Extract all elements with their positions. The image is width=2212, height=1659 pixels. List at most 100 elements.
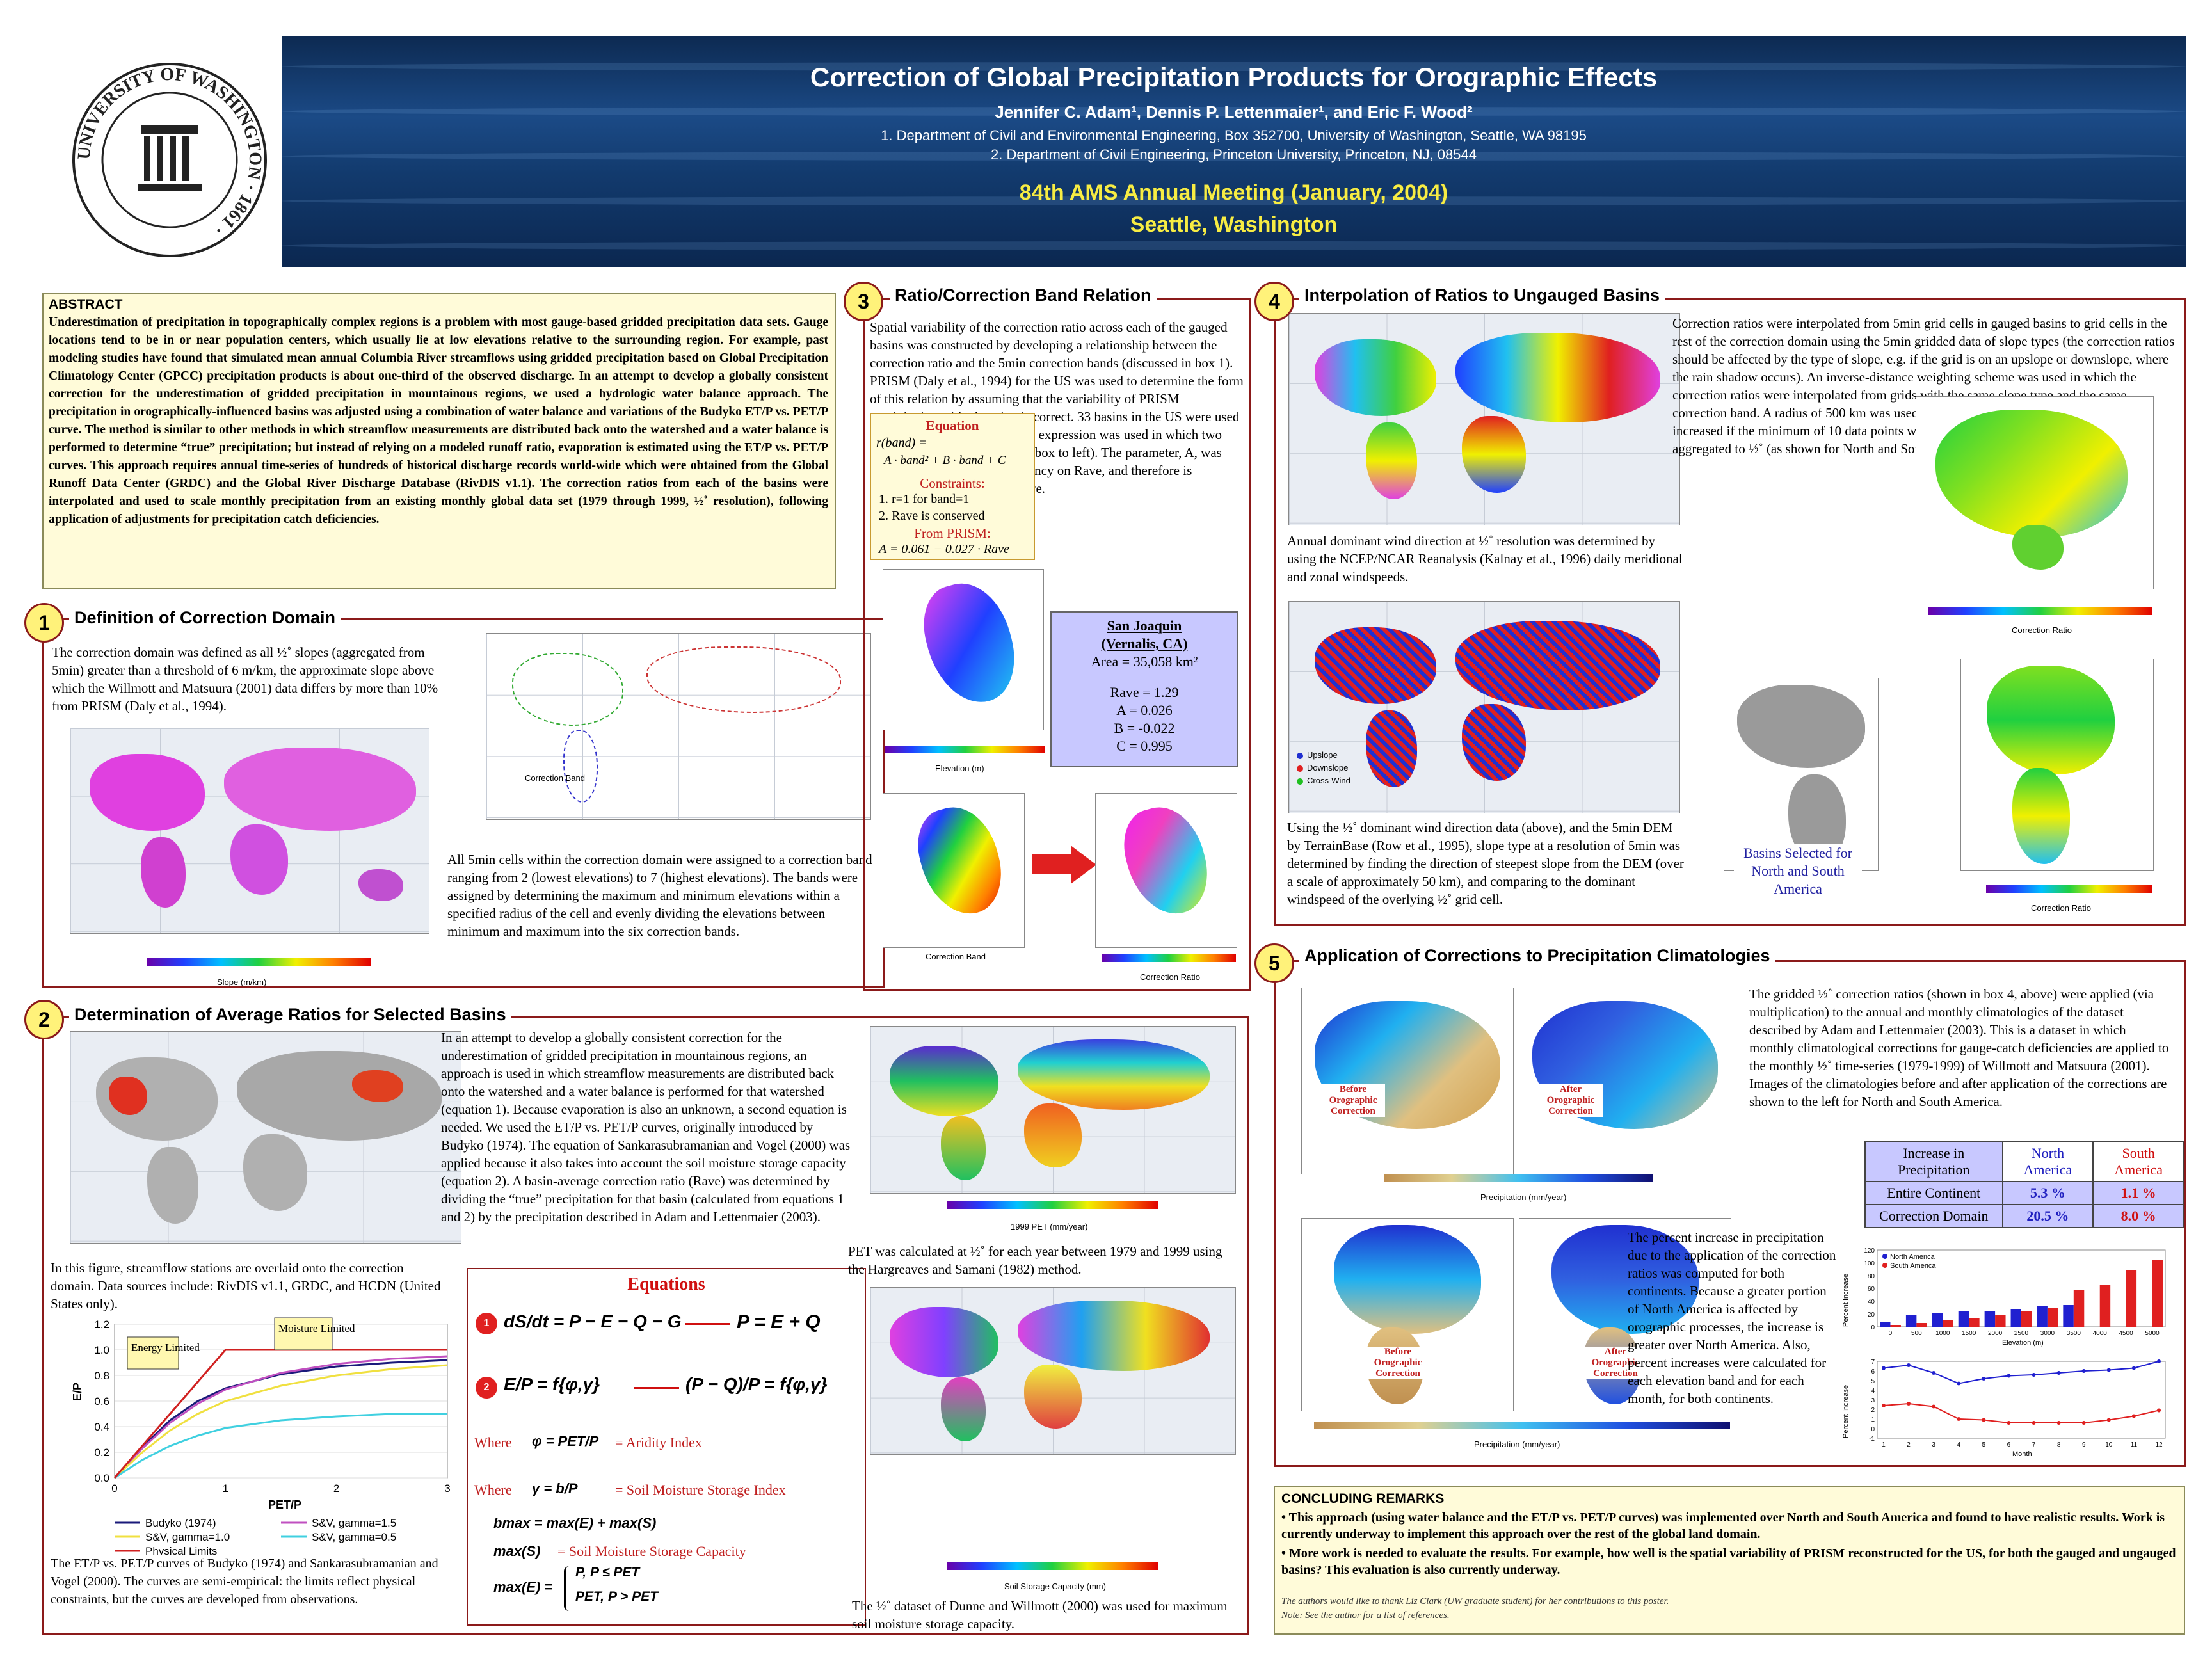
legend-crosswind: Cross-Wind <box>1307 776 1350 785</box>
band-colorbar-label: Correction Band <box>926 952 986 961</box>
x-tick-label: 12 <box>2155 1441 2163 1448</box>
equations-box: Equations 1 dS/dt = P − E − Q − G P = E … <box>467 1268 866 1626</box>
series-line <box>114 1413 447 1479</box>
y-tick-label: 1.2 <box>94 1318 109 1331</box>
equation-2-number: 2 <box>476 1377 497 1399</box>
maxe-brace <box>564 1566 572 1611</box>
selected-basins-map <box>1724 678 1879 871</box>
poster-title: Correction of Global Precipitation Produ… <box>810 62 1658 92</box>
san-joaquin-b: B = -0.022 <box>1114 720 1175 736</box>
bar <box>2021 1311 2032 1327</box>
data-point <box>2007 1421 2011 1425</box>
na-after-map: After Orographic Correction <box>1519 988 1731 1174</box>
data-point <box>1882 1404 1886 1407</box>
y-tick-label: 0 <box>1871 1426 1875 1433</box>
section-1-text-1: The correction domain was defined as all… <box>52 645 438 714</box>
section-5-box: Before Orographic Correction After Orogr… <box>1274 960 2186 1467</box>
section-4-title: Interpolation of Ratios to Ungauged Basi… <box>1299 285 1665 305</box>
equation-1-left: dS/dt = P − E − Q − G <box>504 1311 682 1331</box>
prism-equation: A = 0.061 − 0.027 · Rave <box>879 542 1009 556</box>
x-axis-label: Elevation (m) <box>2002 1339 2044 1347</box>
prism-title: From PRISM: <box>914 525 991 541</box>
elevation-map <box>883 569 1044 730</box>
energy-limited-label: Energy Limited <box>131 1342 200 1354</box>
data-point <box>2106 1368 2111 1372</box>
etp-curve-caption: The ET/P vs. PET/P curves of Budyko (197… <box>51 1557 438 1607</box>
table-header-label: Increase in Precipitation <box>1864 1141 2003 1182</box>
crosswind-marker <box>1297 778 1303 785</box>
x-tick-label: 2 <box>1907 1441 1911 1448</box>
x-tick-label: 2 <box>333 1482 339 1495</box>
y-axis-label: E/P <box>71 1382 84 1401</box>
x-axis-label: Month <box>2012 1450 2032 1458</box>
data-point <box>2157 1408 2161 1413</box>
ratio-colorbar <box>1102 954 1236 962</box>
gamma-definition: γ = b/P <box>532 1480 578 1496</box>
table-cell: 1.1 % <box>2092 1181 2184 1205</box>
data-point <box>2007 1374 2011 1378</box>
table-cell: 5.3 % <box>2001 1181 2094 1205</box>
table-header-sa: South America <box>2092 1141 2184 1182</box>
bar <box>1958 1311 1969 1327</box>
section-3-number: 3 <box>844 282 883 321</box>
y-tick-label: 6 <box>1871 1368 1875 1375</box>
y-tick-label: 0.8 <box>94 1370 109 1382</box>
soil-colorbar <box>947 1562 1158 1570</box>
x-tick-label: 6 <box>2007 1441 2011 1448</box>
bar <box>1880 1322 1891 1327</box>
section-2-box: In an attempt to develop a globally cons… <box>42 1016 1249 1635</box>
pet-map <box>870 1026 1236 1194</box>
bar <box>1969 1318 1980 1327</box>
elevation-increase-chart: 0 20 40 60 80 100 120 0 500 1000 1500 2000 2500 3000 3… <box>1842 1247 2166 1347</box>
y-tick-label: 120 <box>1864 1247 1875 1254</box>
table-row-label: Entire Continent <box>1864 1181 2003 1205</box>
x-tick-label: 3 <box>444 1482 450 1495</box>
na-before-map: Before Orographic Correction <box>1301 988 1514 1174</box>
references-note: Note: See the author for a list of refer… <box>1281 1610 1450 1621</box>
x-tick-label: 0 <box>111 1482 117 1495</box>
equation-2-arrow <box>634 1387 679 1389</box>
concluding-box: CONCLUDING REMARKS • This approach (usin… <box>1274 1486 2185 1635</box>
elevation-colorbar-label: Elevation (m) <box>935 764 984 773</box>
section-5-number: 5 <box>1254 943 1294 983</box>
authors: Jennifer C. Adam¹, Dennis P. Lettenmaier… <box>995 102 1473 122</box>
elevation-colorbar <box>885 746 1045 753</box>
plot-area <box>1877 1361 2166 1439</box>
data-point <box>1932 1404 1936 1409</box>
y-tick-label: 40 <box>1868 1299 1875 1306</box>
correction-band-basin-map <box>883 793 1025 948</box>
y-tick-label: 20 <box>1868 1311 1875 1318</box>
legend-label: S&V, gamma=1.0 <box>145 1531 230 1543</box>
series-line <box>113 1355 448 1479</box>
data-point <box>1957 1381 1961 1386</box>
abstract-body: Underestimation of precipitation in topo… <box>49 316 828 526</box>
legend-label: S&V, gamma=1.5 <box>312 1517 396 1529</box>
equations-title: Equations <box>627 1274 705 1294</box>
section-5-text-2: The percent increase in precipitation du… <box>1628 1230 1836 1406</box>
x-tick-label: 1 <box>223 1482 228 1495</box>
pet-colorbar <box>947 1201 1158 1209</box>
san-joaquin-subtitle: (Vernalis, CA) <box>1101 636 1188 652</box>
sa-after-label: After Orographic Correction <box>1583 1347 1647 1379</box>
series-line <box>1883 1402 2160 1423</box>
pet-caption: PET was calculated at ½˚ for each year b… <box>848 1244 1222 1277</box>
data-point <box>2081 1369 2086 1373</box>
table-header-na: North America <box>2001 1141 2094 1182</box>
y-tick-label: 7 <box>1871 1359 1875 1366</box>
result-arrow <box>1032 854 1071 874</box>
increase-table: Increase in Precipitation North America So… <box>1864 1141 2184 1228</box>
x-tick-label: 5000 <box>2145 1330 2160 1337</box>
y-tick-label: 0 <box>1871 1324 1875 1331</box>
slope-map <box>70 728 429 934</box>
data-point <box>1882 1366 1886 1370</box>
maxe-label: max(E) = <box>493 1579 553 1595</box>
x-tick-label: 4000 <box>2093 1330 2108 1337</box>
soil-colorbar-label: Soil Storage Capacity (mm) <box>1004 1582 1106 1591</box>
x-tick-label: 3500 <box>2067 1330 2081 1337</box>
legend-swatch <box>1882 1254 1887 1259</box>
etp-curve-chart: 0.0 0.2 0.4 0.6 0.8 1.0 1.2 0 1 2 3 PET/P E/P Energy … <box>71 1317 451 1555</box>
section-4-number: 4 <box>1254 282 1294 321</box>
constraint-1: 1. r=1 for band=1 <box>879 492 970 506</box>
x-tick-label: 500 <box>1911 1330 1922 1337</box>
data-point <box>1907 1363 1911 1367</box>
